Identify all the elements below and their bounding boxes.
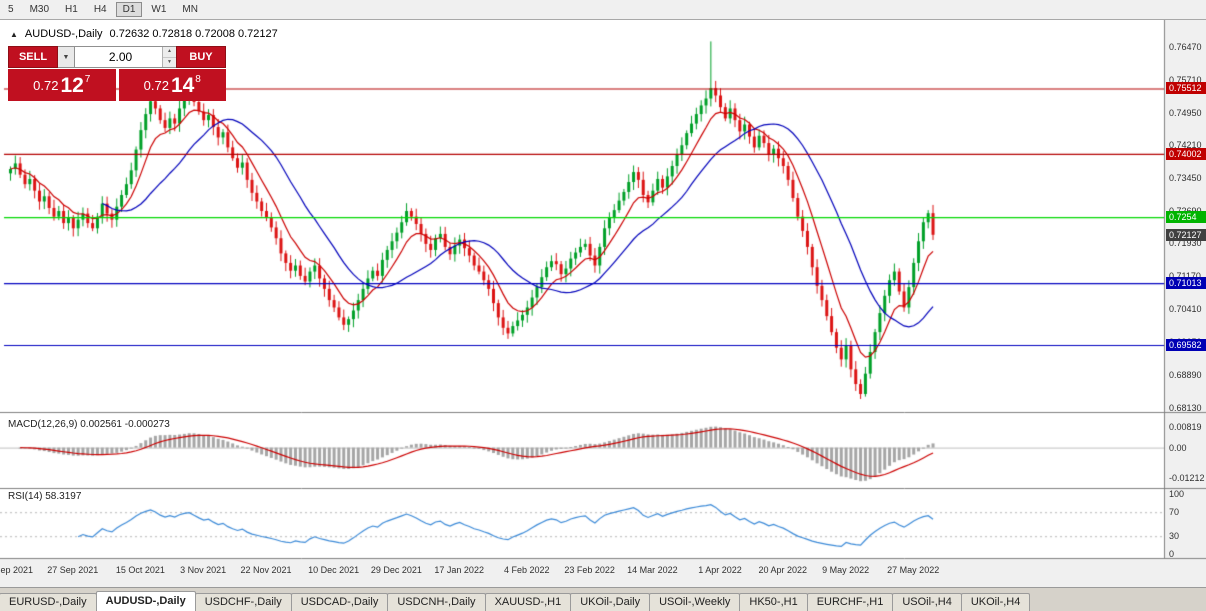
- tab-usdcnh-daily[interactable]: USDCNH-,Daily: [387, 593, 486, 611]
- one-click-trading-widget: SELL ▼ ▲ ▼ BUY 0.72 12 7: [8, 46, 226, 101]
- tab-eurchf-h1[interactable]: EURCHF-,H1: [806, 593, 894, 611]
- rsi-indicator-label: RSI(14) 58.3197: [8, 491, 82, 502]
- timeframe-toolbar: 5 M30 H1 H4 D1 W1 MN: [0, 0, 1206, 20]
- date-axis-tick: 23 Feb 2022: [564, 565, 615, 575]
- date-axis-tick: 27 Sep 2021: [47, 565, 99, 575]
- date-axis-tick: 4 Feb 2022: [504, 565, 550, 575]
- date-axis-tick: 1 Apr 2022: [698, 565, 742, 575]
- date-axis-tick: 10 Dec 2021: [308, 565, 360, 575]
- tab-eurusd-daily[interactable]: EURUSD-,Daily: [0, 593, 97, 611]
- tab-usoil-weekly[interactable]: USOil-,Weekly: [649, 593, 741, 611]
- macd-axis-tick: -0.01212: [1169, 473, 1205, 484]
- chart-area: ▲ AUDUSD-,Daily 0.72632 0.72818 0.72008 …: [0, 20, 1206, 588]
- tab-hk50-h1[interactable]: HK50-,H1: [739, 593, 808, 611]
- price-axis-tick: 0.73450: [1169, 172, 1202, 183]
- volume-increase-button[interactable]: ▲: [163, 47, 176, 58]
- sell-price-big: 12: [60, 73, 84, 97]
- date-axis-tick: 22 Nov 2021: [240, 565, 292, 575]
- price-axis-tag: 0.69582: [1166, 339, 1206, 352]
- sell-price-base: 0.72: [33, 77, 59, 93]
- rsi-axis-tick: 0: [1169, 549, 1175, 560]
- volume-decrease-button[interactable]: ▼: [163, 57, 176, 67]
- timeframe-button-5[interactable]: 5: [8, 4, 14, 15]
- date-axis-tick: 27 May 2022: [887, 565, 940, 575]
- chart-ohlc-values: 0.72632 0.72818 0.72008 0.72127: [109, 28, 278, 40]
- rsi-axis-tick: 30: [1169, 531, 1180, 542]
- tab-usdcad-daily[interactable]: USDCAD-,Daily: [290, 593, 389, 611]
- rsi-axis-tick: 70: [1169, 507, 1180, 518]
- price-axis-tick: 0.74950: [1169, 107, 1202, 118]
- tab-xauusd-h1[interactable]: XAUUSD-,H1: [484, 593, 572, 611]
- volume-stepper: ▲ ▼: [162, 47, 176, 67]
- tab-usdchf-daily[interactable]: USDCHF-,Daily: [194, 593, 292, 611]
- buy-price-display[interactable]: 0.72 14 8: [118, 69, 226, 101]
- macd-indicator-label: MACD(12,26,9) 0.002561 -0.000273: [8, 419, 170, 430]
- price-chart-canvas[interactable]: [0, 20, 1206, 588]
- price-axis-tag: 0.72127: [1166, 228, 1206, 241]
- price-axis-tag: 0.75512: [1166, 82, 1206, 95]
- symbol-tabbar: EURUSD-,Daily AUDUSD-,Daily USDCHF-,Daily U…: [0, 587, 1206, 611]
- sell-price-sup: 7: [84, 73, 91, 85]
- macd-axis-tick: 0.00819: [1169, 422, 1202, 433]
- price-axis-tick: 0.72690: [1169, 206, 1202, 216]
- rsi-axis-tick: 100: [1169, 489, 1185, 500]
- date-axis-tick: 9 May 2022: [822, 565, 870, 575]
- price-axis-tick: 0.71170: [1169, 271, 1201, 281]
- timeframe-button-mn[interactable]: MN: [182, 4, 198, 15]
- date-axis-tick: 29 Dec 2021: [370, 565, 422, 575]
- date-axis-tick: 3 Nov 2021: [180, 565, 227, 575]
- timeframe-button-h1[interactable]: H1: [65, 4, 78, 15]
- price-axis-tick: 0.70410: [1169, 304, 1202, 315]
- buy-price-base: 0.72: [143, 77, 169, 93]
- date-axis-tick: 15 Oct 2021: [115, 565, 165, 575]
- price-axis-tick: 0.76470: [1169, 42, 1202, 53]
- date-axis-tick: 14 Mar 2022: [627, 565, 678, 575]
- chart-symbol-label: AUDUSD-,Daily: [24, 28, 103, 40]
- buy-button[interactable]: BUY: [176, 46, 226, 68]
- buy-price-sup: 8: [195, 73, 201, 85]
- date-axis-tick: 20 Apr 2022: [758, 565, 808, 575]
- price-axis-tick: 0.74210: [1169, 139, 1202, 150]
- price-axis-tick: 0.68890: [1169, 369, 1202, 380]
- tab-ukoil-h4[interactable]: UKOil-,H4: [960, 593, 1031, 611]
- collapse-icon[interactable]: ▲: [10, 29, 18, 39]
- date-axis-tick: 17 Jan 2022: [434, 565, 484, 575]
- price-axis-tag: 0.7254: [1166, 211, 1206, 224]
- timeframe-button-h4[interactable]: H4: [93, 4, 107, 15]
- price-axis-tag: 0.71013: [1166, 277, 1206, 290]
- buy-price-big: 14: [170, 73, 195, 97]
- macd-axis-tick: 0.00: [1169, 442, 1187, 453]
- sell-button[interactable]: SELL: [8, 46, 58, 68]
- tab-audusd-daily[interactable]: AUDUSD-,Daily: [95, 591, 196, 611]
- sell-price-display[interactable]: 0.72 12 7: [8, 69, 116, 101]
- price-axis-tick: 0.68130: [1169, 402, 1202, 413]
- chart-title: ▲ AUDUSD-,Daily 0.72632 0.72818 0.72008 …: [10, 28, 278, 40]
- timeframe-button-d1[interactable]: D1: [115, 2, 143, 17]
- timeframe-button-w1[interactable]: W1: [151, 4, 167, 15]
- price-axis-tick: 0.75710: [1169, 74, 1202, 85]
- tab-ukoil-daily[interactable]: UKOil-,Daily: [570, 593, 651, 611]
- price-axis-tick: 0.71930: [1169, 238, 1202, 249]
- volume-dropdown-button[interactable]: ▼: [58, 46, 75, 68]
- date-axis-tick: 8 Sep 2021: [0, 565, 34, 575]
- volume-input[interactable]: [75, 47, 166, 67]
- chevron-down-icon: ▼: [62, 53, 70, 61]
- timeframe-button-m30[interactable]: M30: [29, 4, 50, 15]
- price-axis-tag: 0.74002: [1166, 147, 1206, 160]
- tab-usoil-h4[interactable]: USOil-,H4: [892, 593, 962, 611]
- volume-field-wrap: ▲ ▼: [75, 46, 176, 68]
